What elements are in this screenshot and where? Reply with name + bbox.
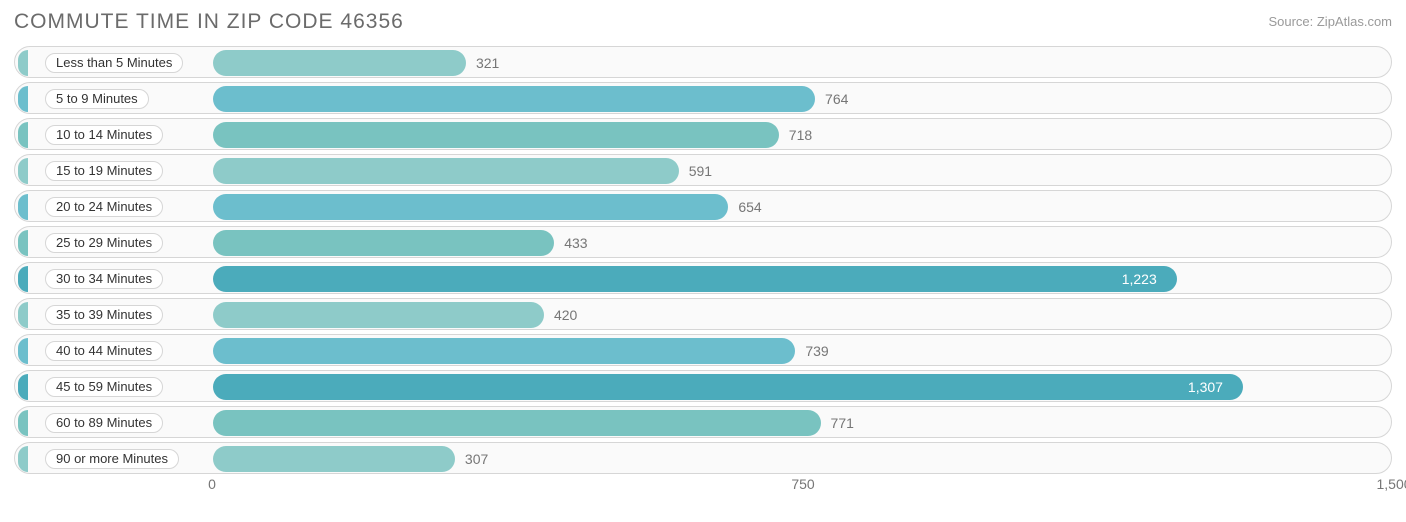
bar-value: 307 (465, 443, 488, 475)
bar-cap (18, 122, 28, 148)
bar-fill (213, 410, 821, 436)
bar-value: 433 (564, 227, 587, 259)
bar-row: 20 to 24 Minutes 654 (14, 190, 1392, 222)
bar-cap (18, 410, 28, 436)
category-label: 30 to 34 Minutes (45, 269, 163, 289)
category-label: 10 to 14 Minutes (45, 125, 163, 145)
bar-fill (213, 266, 1177, 292)
bar-fill (213, 374, 1243, 400)
bar-cap (18, 266, 28, 292)
x-axis: 07501,500 (14, 476, 1392, 498)
axis-tick: 1,500 (1376, 476, 1406, 492)
bar-fill (213, 86, 815, 112)
bar-row: 30 to 34 Minutes 1,223 (14, 262, 1392, 294)
bar-value: 654 (738, 191, 761, 223)
bar-value: 420 (554, 299, 577, 331)
category-label: 40 to 44 Minutes (45, 341, 163, 361)
bar-cap (18, 86, 28, 112)
bar-cap (18, 374, 28, 400)
bar-value: 718 (789, 119, 812, 151)
bar-row: 10 to 14 Minutes 718 (14, 118, 1392, 150)
axis-tick: 0 (208, 476, 216, 492)
bar-row: 60 to 89 Minutes 771 (14, 406, 1392, 438)
category-label: 35 to 39 Minutes (45, 305, 163, 325)
bar-row: 45 to 59 Minutes 1,307 (14, 370, 1392, 402)
category-label: 5 to 9 Minutes (45, 89, 149, 109)
bar-fill (213, 122, 779, 148)
bar-value: 591 (689, 155, 712, 187)
category-label: 45 to 59 Minutes (45, 377, 163, 397)
bar-fill (213, 158, 679, 184)
bar-value: 739 (805, 335, 828, 367)
bar-fill (213, 338, 795, 364)
chart-container: COMMUTE TIME IN ZIP CODE 46356 Source: Z… (0, 0, 1406, 506)
category-label: Less than 5 Minutes (45, 53, 183, 73)
bar-value: 1,223 (1122, 263, 1157, 295)
bar-cap (18, 194, 28, 220)
bar-rows: Less than 5 Minutes 321 5 to 9 Minutes 764 1… (14, 46, 1392, 474)
axis-tick: 750 (791, 476, 814, 492)
bar-fill (213, 230, 554, 256)
bar-value: 764 (825, 83, 848, 115)
bar-row: 35 to 39 Minutes 420 (14, 298, 1392, 330)
category-label: 60 to 89 Minutes (45, 413, 163, 433)
bar-row: 90 or more Minutes 307 (14, 442, 1392, 474)
bar-value: 1,307 (1188, 371, 1223, 403)
bar-row: 5 to 9 Minutes 764 (14, 82, 1392, 114)
chart-header: COMMUTE TIME IN ZIP CODE 46356 Source: Z… (14, 10, 1392, 34)
bar-cap (18, 50, 28, 76)
bar-cap (18, 338, 28, 364)
bar-fill (213, 194, 728, 220)
bar-cap (18, 158, 28, 184)
bar-value: 321 (476, 47, 499, 79)
category-label: 25 to 29 Minutes (45, 233, 163, 253)
bar-row: Less than 5 Minutes 321 (14, 46, 1392, 78)
chart-title: COMMUTE TIME IN ZIP CODE 46356 (14, 10, 404, 34)
bar-row: 15 to 19 Minutes 591 (14, 154, 1392, 186)
bar-fill (213, 302, 544, 328)
bar-row: 25 to 29 Minutes 433 (14, 226, 1392, 258)
bar-value: 771 (831, 407, 854, 439)
bar-cap (18, 302, 28, 328)
bar-fill (213, 446, 455, 472)
chart-source: Source: ZipAtlas.com (1268, 14, 1392, 29)
category-label: 90 or more Minutes (45, 449, 179, 469)
category-label: 15 to 19 Minutes (45, 161, 163, 181)
bar-row: 40 to 44 Minutes 739 (14, 334, 1392, 366)
category-label: 20 to 24 Minutes (45, 197, 163, 217)
bar-fill (213, 50, 466, 76)
bar-cap (18, 446, 28, 472)
bar-cap (18, 230, 28, 256)
